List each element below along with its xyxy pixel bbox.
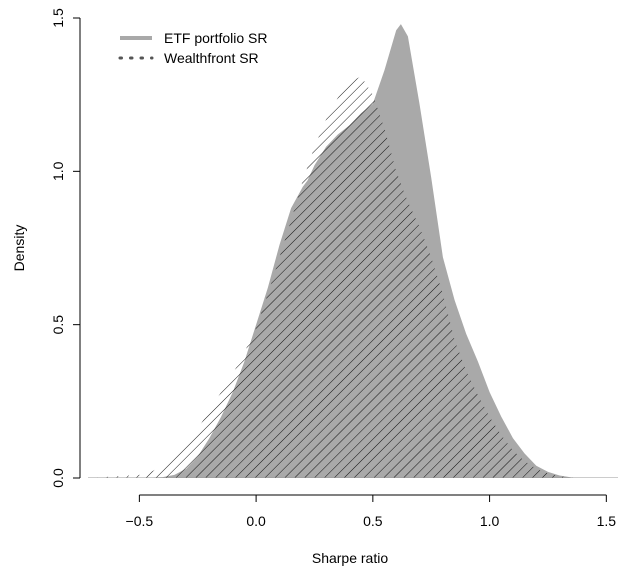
legend: ETF portfolio SR Wealthfront SR — [118, 30, 267, 66]
series-area-wealthfront — [88, 76, 618, 478]
x-tick-label: 0.0 — [246, 513, 266, 529]
x-axis-label: Sharpe ratio — [312, 550, 388, 566]
legend-label-wealthfront: Wealthfront SR — [164, 50, 259, 66]
x-tick-label: 0.5 — [363, 513, 383, 529]
y-tick-label: 1.0 — [50, 161, 66, 181]
legend-label-etf: ETF portfolio SR — [164, 30, 267, 46]
x-tick-label: 1.5 — [597, 513, 617, 529]
x-axis: −0.5 0.0 0.5 1.0 1.5 — [126, 494, 617, 529]
series-layer — [88, 24, 618, 478]
x-tick-label: −0.5 — [126, 513, 154, 529]
y-tick-label: 1.5 — [50, 8, 66, 28]
x-tick-label: 1.0 — [480, 513, 500, 529]
y-axis-label: Density — [11, 225, 27, 272]
y-axis: 0.0 0.5 1.0 1.5 — [50, 8, 81, 488]
y-tick-label: 0.5 — [50, 315, 66, 335]
y-tick-label: 0.0 — [50, 468, 66, 488]
